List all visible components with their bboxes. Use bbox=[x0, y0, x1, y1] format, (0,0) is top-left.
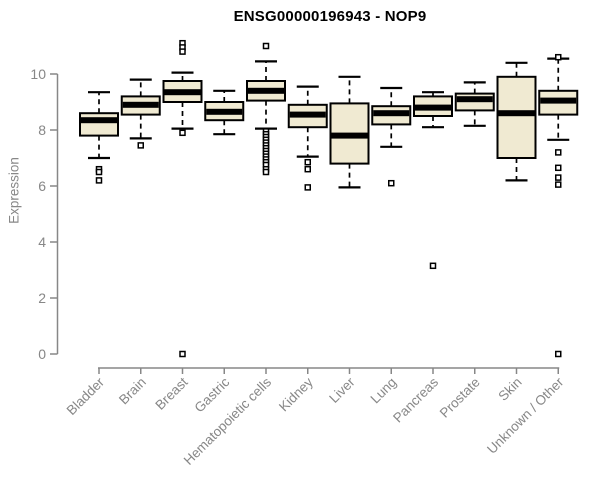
outlier-point bbox=[262, 42, 270, 50]
y-tick-label-6: 6 bbox=[38, 178, 46, 194]
y-tick-label-10: 10 bbox=[30, 66, 46, 82]
box-breast bbox=[162, 39, 203, 358]
median-line bbox=[164, 89, 201, 96]
y-tick-label-2: 2 bbox=[38, 290, 46, 306]
iqr-box bbox=[79, 112, 119, 137]
outlier-point bbox=[388, 179, 395, 187]
box-hematopoietic-cells bbox=[246, 42, 286, 176]
median-line bbox=[498, 110, 535, 117]
median-line bbox=[122, 101, 159, 108]
x-tick-label-bladder: Bladder bbox=[64, 374, 108, 418]
box-bladder bbox=[79, 91, 119, 184]
median-line bbox=[415, 104, 451, 111]
outlier-point bbox=[555, 53, 562, 61]
x-tick-label-breast: Breast bbox=[152, 374, 190, 412]
box-prostate bbox=[454, 81, 495, 127]
x-tick-label-unknown-other: Unknown / Other bbox=[484, 374, 567, 457]
median-line bbox=[81, 117, 117, 124]
box-skin bbox=[496, 61, 537, 182]
y-tick-label-0: 0 bbox=[38, 346, 46, 362]
outlier-point bbox=[304, 158, 311, 166]
x-tick-label-pancreas: Pancreas bbox=[390, 374, 441, 425]
x-tick-label-liver: Liver bbox=[326, 374, 358, 406]
outlier-point bbox=[179, 129, 186, 137]
outlier-point bbox=[304, 165, 311, 173]
box-lung bbox=[371, 86, 412, 187]
box-brain bbox=[120, 78, 161, 149]
outlier-point bbox=[95, 177, 103, 184]
x-tick-label-kidney: Kidney bbox=[276, 374, 316, 414]
box-unknown-other bbox=[538, 53, 579, 358]
outlier-point bbox=[555, 164, 562, 172]
outlier-point bbox=[304, 184, 311, 191]
box-liver bbox=[329, 75, 370, 189]
x-tick-label-skin: Skin bbox=[495, 375, 524, 404]
y-tick-label-4: 4 bbox=[38, 234, 46, 250]
outlier-point bbox=[179, 350, 186, 358]
x-tick-label-lung: Lung bbox=[368, 375, 400, 407]
chart-title: ENSG00000196943 - NOP9 bbox=[233, 8, 427, 25]
box-kidney bbox=[287, 85, 328, 191]
y-axis: 0 2 4 6 8 10 bbox=[30, 66, 59, 362]
box-pancreas bbox=[413, 91, 453, 270]
outlier-point bbox=[555, 149, 562, 156]
y-tick-label-8: 8 bbox=[38, 122, 46, 138]
outlier-point bbox=[555, 181, 562, 188]
outlier-point bbox=[429, 262, 437, 270]
median-line bbox=[331, 132, 368, 139]
median-line bbox=[540, 97, 577, 104]
outlier-point bbox=[179, 48, 186, 55]
outlier-point bbox=[262, 168, 270, 176]
median-line bbox=[206, 108, 243, 115]
x-tick-label-brain: Brain bbox=[116, 375, 149, 408]
median-line bbox=[373, 110, 410, 117]
median-line bbox=[456, 96, 493, 103]
outlier-point bbox=[95, 168, 103, 176]
outlier-point bbox=[555, 350, 562, 358]
median-line bbox=[289, 111, 326, 118]
box-gastric bbox=[204, 89, 245, 136]
x-tick-label-prostate: Prostate bbox=[437, 375, 483, 421]
x-tick-label-gastric: Gastric bbox=[192, 374, 233, 415]
median-line bbox=[248, 87, 284, 94]
outlier-point bbox=[555, 174, 562, 181]
outlier-point bbox=[137, 142, 144, 149]
iqr-box bbox=[496, 75, 537, 159]
